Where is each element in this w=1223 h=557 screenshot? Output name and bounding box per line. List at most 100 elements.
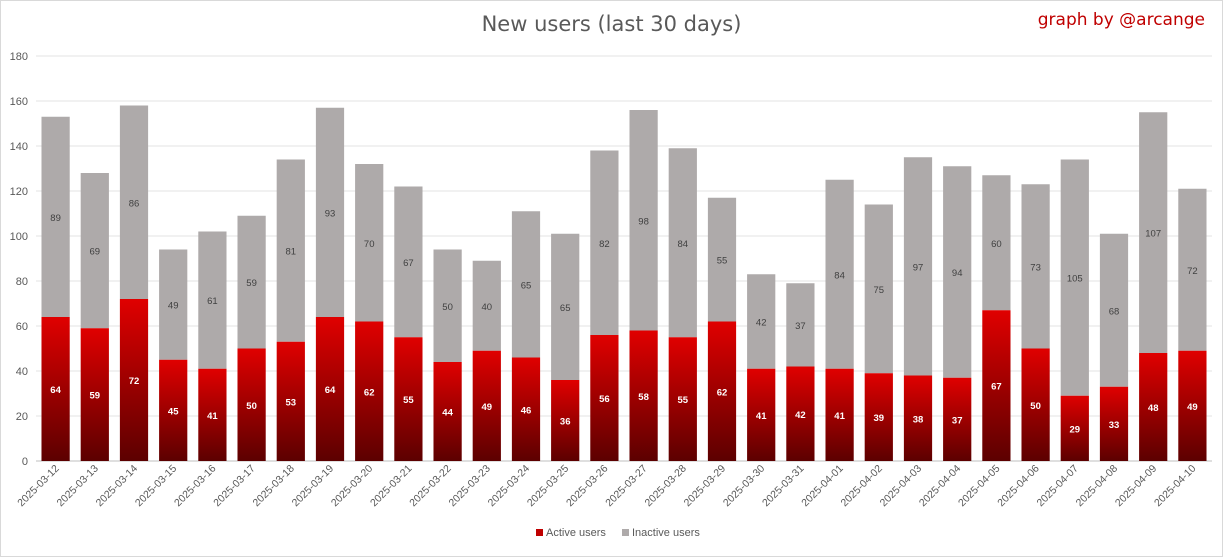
data-label-inactive: 89 [50,213,61,224]
data-label-active: 50 [246,401,257,412]
data-label-active: 38 [913,414,924,425]
bar-active [119,299,149,461]
bar-active [472,350,501,461]
y-tick-label: 140 [10,141,28,153]
y-tick-label: 180 [10,51,28,63]
data-label-active: 62 [717,387,728,398]
bar-inactive [747,274,776,369]
data-label-inactive: 81 [286,247,297,258]
bar-active [943,377,972,461]
data-label-inactive: 42 [756,318,767,329]
bar-active [747,368,776,461]
bar-active [629,330,658,461]
bar-inactive [198,231,227,369]
bar-inactive [433,249,462,362]
data-label-inactive: 75 [874,285,885,296]
y-tick-label: 100 [10,231,28,243]
credit-label: graph by @arcange [1037,10,1205,30]
y-tick-label: 20 [16,411,28,423]
data-label-inactive: 55 [717,256,728,267]
data-label-active: 41 [756,411,767,422]
bar-active [668,337,697,461]
data-label-inactive: 49 [168,301,179,312]
data-label-inactive: 61 [207,296,218,307]
bar-active [355,321,384,461]
bar-inactive [786,283,815,367]
bar-active [707,321,737,461]
bar-inactive [1099,233,1129,387]
data-label-active: 56 [599,394,610,405]
bar-inactive [80,173,109,329]
bar-inactive [707,197,737,322]
bar-active [80,328,109,461]
bar-active [1099,386,1129,461]
data-label-active: 42 [795,410,806,421]
bar-inactive [1021,184,1050,349]
data-label-active: 29 [1070,424,1081,435]
bar-inactive [237,215,266,349]
data-label-active: 59 [90,391,101,402]
data-label-inactive: 82 [599,239,610,250]
bar-active [198,368,227,461]
legend-label: Inactive users [632,527,700,539]
bar-active [159,359,188,461]
bar-inactive [119,105,149,299]
data-label-inactive: 67 [403,258,414,269]
legend-swatch [536,529,543,536]
bar-active [590,335,619,461]
bar-inactive [903,157,933,376]
data-label-inactive: 37 [795,321,806,332]
bar-inactive [276,159,305,342]
bar-inactive [355,164,384,322]
bar-inactive [1060,159,1089,396]
bar-active [786,366,815,461]
data-label-active: 58 [638,392,649,403]
data-label-active: 62 [364,387,375,398]
bar-inactive [511,211,541,358]
bar-active [903,375,933,461]
data-label-inactive: 60 [991,239,1002,250]
bar-inactive [943,166,972,378]
data-label-active: 53 [286,397,297,408]
y-tick-label: 60 [16,321,28,333]
bar-active [982,310,1011,461]
data-label-inactive: 84 [678,239,689,250]
data-label-active: 55 [678,395,689,406]
data-label-active: 46 [521,405,532,416]
bar-active [237,348,266,461]
data-label-active: 49 [482,402,493,413]
data-label-inactive: 73 [1030,262,1041,273]
data-label-inactive: 94 [952,268,963,279]
bar-active [315,317,345,461]
data-label-active: 45 [168,406,179,417]
bar-active [1139,353,1168,461]
legend-swatch [622,529,629,536]
data-label-active: 55 [403,395,414,406]
data-label-active: 50 [1030,401,1041,412]
y-tick-label: 0 [22,456,28,468]
labels-layer: 64 89 59 69 72 86 45 49 41 61 50 59 53 81 64 93 62 70 55 67… [50,198,1197,435]
bar-inactive [1139,112,1168,353]
data-label-active: 72 [129,376,140,387]
bar-active [511,357,541,461]
bar-active [276,341,305,461]
data-label-inactive: 86 [129,198,140,209]
data-label-inactive: 65 [521,280,532,291]
data-label-inactive: 40 [482,302,493,313]
data-label-active: 64 [325,385,336,396]
bar-inactive [394,186,423,338]
grid-layer [36,55,1212,462]
bar-active [433,362,462,461]
y-tick-label: 80 [16,276,28,288]
bar-active [394,337,423,461]
data-label-active: 64 [50,385,61,396]
bar-inactive [982,175,1011,311]
chart-title: New users (last 30 days) [481,12,742,36]
y-tick-label: 120 [10,186,28,198]
bar-active [1021,348,1050,461]
data-label-inactive: 50 [442,302,453,313]
data-label-active: 36 [560,417,571,428]
data-label-active: 44 [442,408,453,419]
data-label-inactive: 105 [1067,274,1083,285]
